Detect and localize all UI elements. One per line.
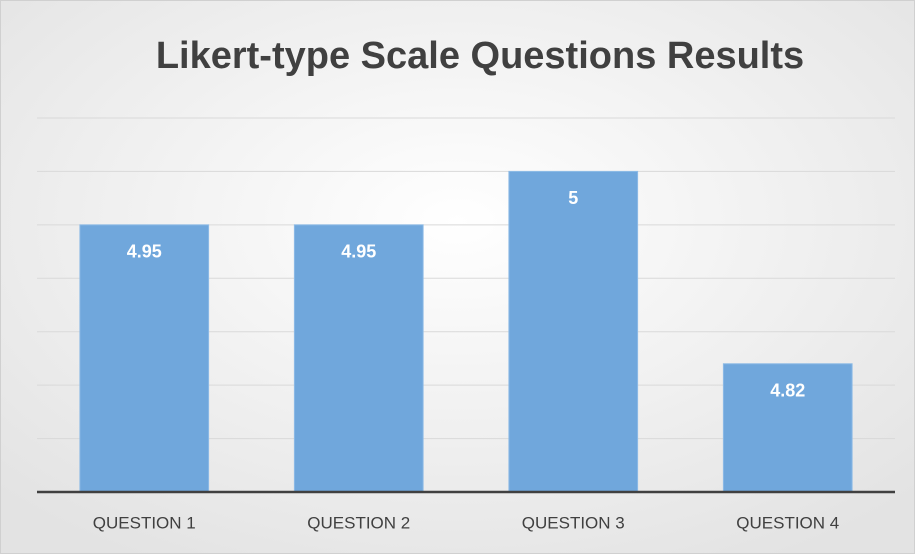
data-label: 5	[568, 188, 578, 208]
x-tick-label: QUESTION 3	[522, 513, 625, 532]
data-label: 4.95	[341, 242, 376, 262]
data-label: 4.82	[770, 381, 805, 401]
bar	[79, 224, 210, 493]
x-tick-label: QUESTION 2	[307, 513, 410, 532]
data-label: 4.95	[127, 242, 162, 262]
bar	[293, 224, 424, 493]
chart-title: Likert-type Scale Questions Results	[156, 35, 804, 77]
bar	[508, 170, 639, 493]
bar	[722, 363, 853, 493]
x-tick-label: QUESTION 4	[736, 513, 839, 532]
x-tick-label: QUESTION 1	[93, 513, 196, 532]
